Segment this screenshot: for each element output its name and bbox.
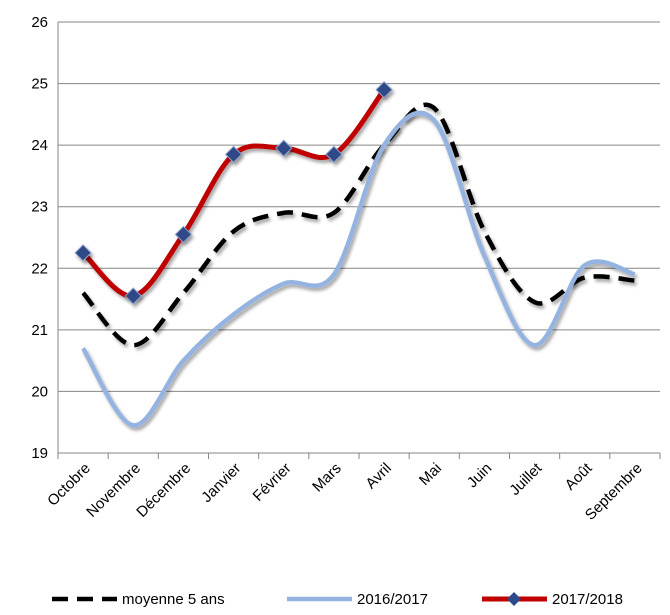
x-tick-label: Décembre: [133, 460, 194, 521]
x-tick-label: Mai: [416, 460, 445, 489]
y-tick-label: 23: [31, 199, 48, 216]
y-tick-label: 19: [31, 445, 48, 462]
x-tick-label: Février: [250, 460, 295, 505]
y-tick-label: 20: [31, 383, 48, 400]
x-tick-label: Août: [562, 459, 596, 493]
y-tick-label: 24: [31, 137, 48, 154]
marker: [224, 145, 243, 164]
x-tick-label: Octobre: [44, 460, 94, 510]
marker: [325, 145, 343, 164]
legend-label: 2016/2017: [357, 591, 428, 608]
marker: [375, 81, 393, 99]
y-tick-label: 25: [31, 76, 48, 93]
series-line: [81, 102, 636, 348]
marker: [74, 244, 92, 262]
x-tick-label: Janvier: [198, 460, 244, 506]
marker: [174, 225, 193, 244]
x-tick-label: Juin: [464, 460, 495, 491]
x-tick-label: Juillet: [506, 459, 546, 499]
legend-label: moyenne 5 ans: [122, 591, 225, 608]
y-tick-label: 21: [31, 322, 48, 339]
marker: [124, 287, 142, 305]
x-tick-label: Avril: [362, 460, 394, 492]
y-tick-label: 22: [31, 260, 48, 277]
y-tick-label: 26: [31, 14, 48, 31]
legend-marker: [507, 592, 521, 606]
x-tick-label: Mars: [309, 460, 345, 496]
legend-label: 2017/2018: [552, 591, 623, 608]
marker: [275, 139, 293, 157]
series-line: [81, 110, 636, 428]
